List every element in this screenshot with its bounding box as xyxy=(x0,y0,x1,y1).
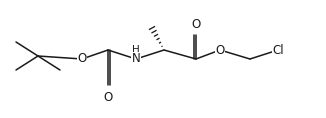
Text: O: O xyxy=(103,91,112,104)
Text: H: H xyxy=(132,45,140,55)
Text: O: O xyxy=(77,53,87,65)
Text: Cl: Cl xyxy=(272,44,284,57)
Text: N: N xyxy=(132,53,141,65)
Text: O: O xyxy=(215,44,225,57)
Text: O: O xyxy=(191,18,200,31)
